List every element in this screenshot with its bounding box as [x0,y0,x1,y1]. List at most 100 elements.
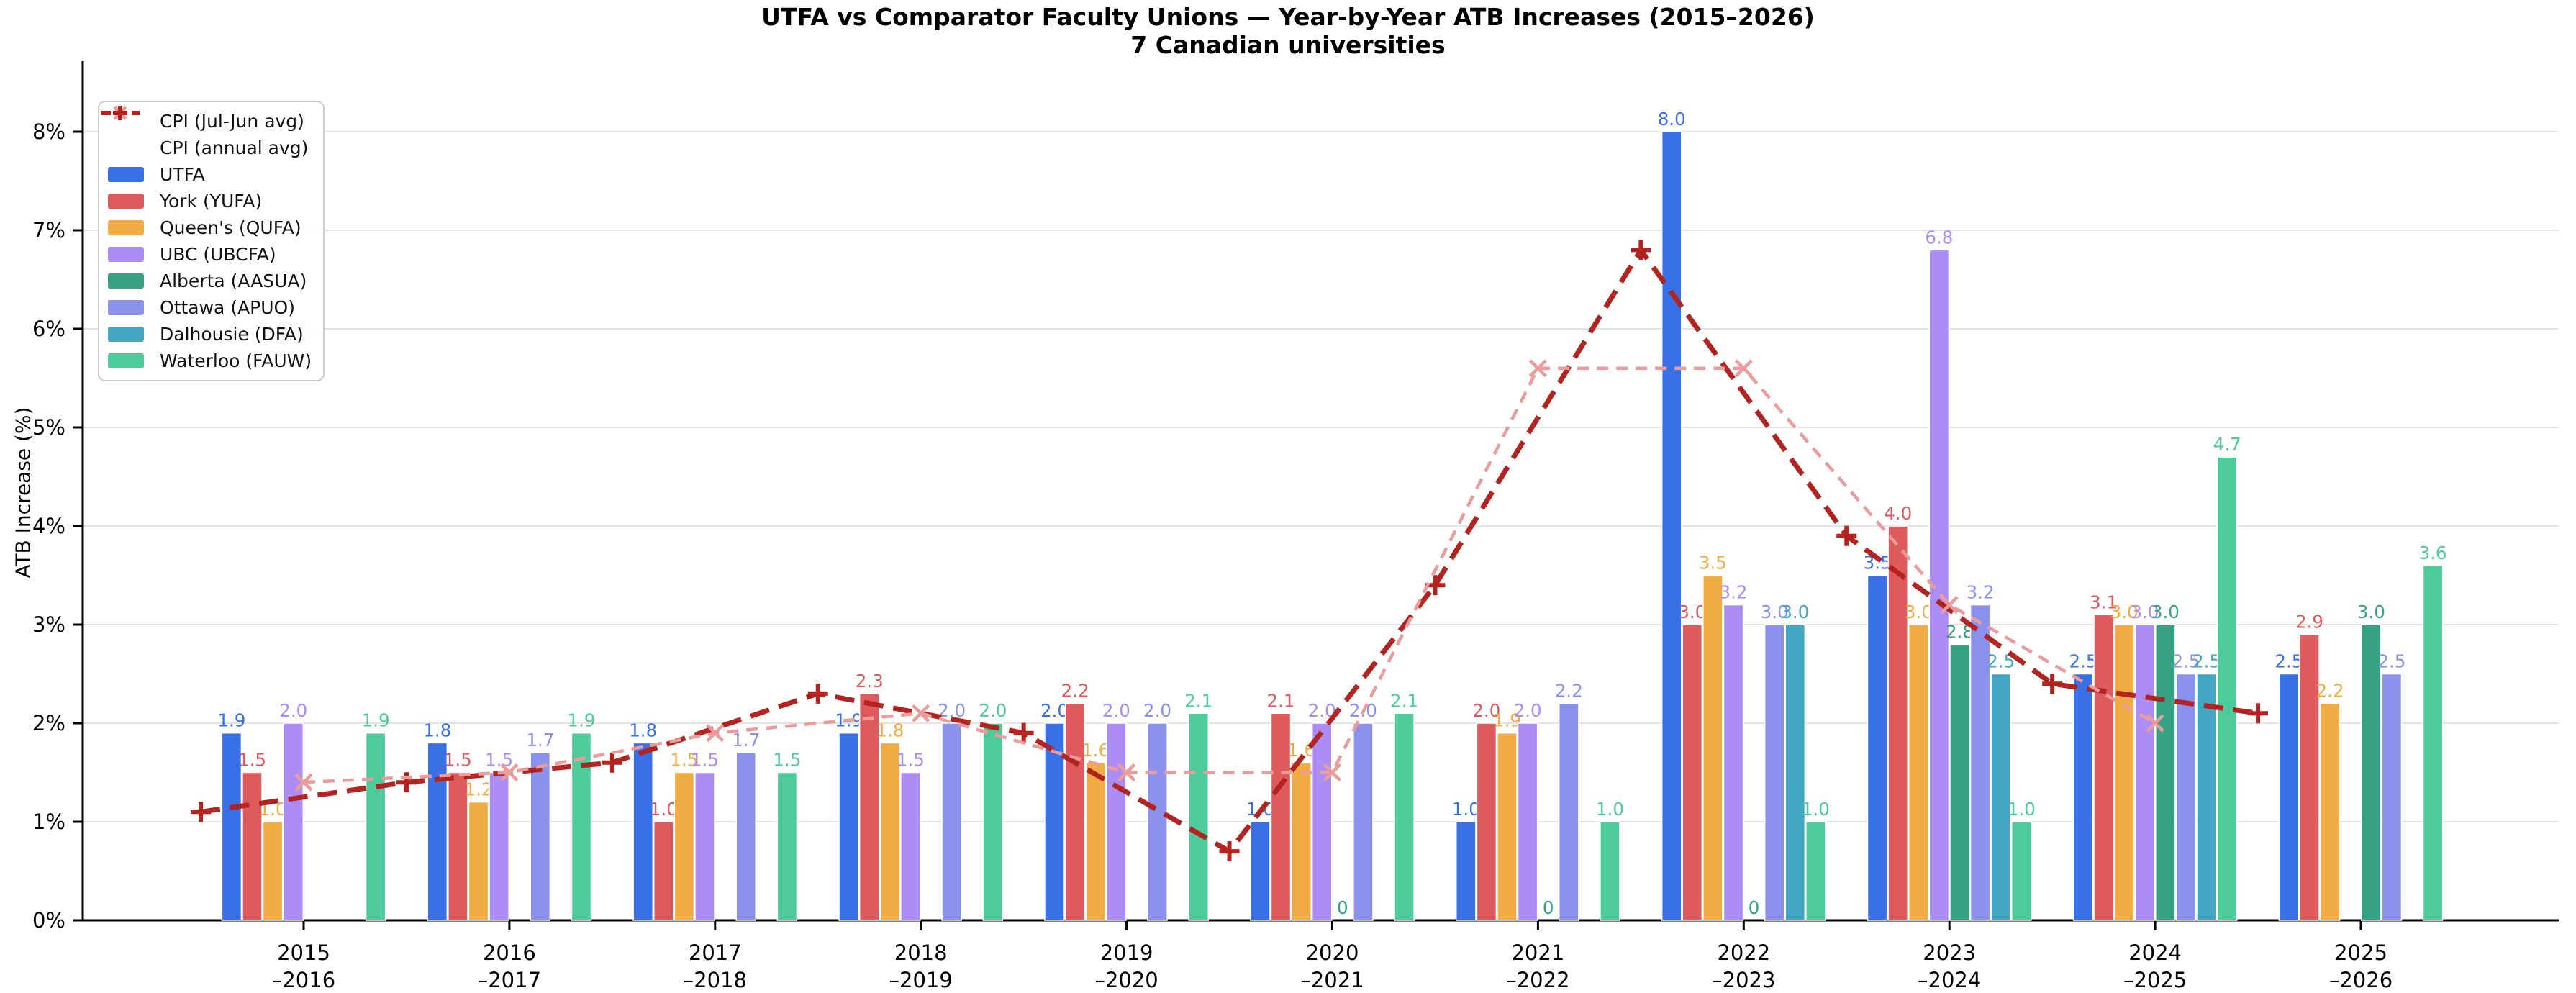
bar-value-label: 3.0 [1678,602,1706,622]
bar-value-label: 3.6 [2419,543,2447,563]
x-tick-label: –2021 [1300,968,1364,992]
bar-value-label: 1.8 [423,720,451,740]
bar-value-label: 3.0 [1781,602,1809,622]
bar-Alberta (AASUA) [1949,643,1970,921]
legend-item-label: Ottawa (APUO) [160,297,295,318]
bar-value-label: 1.5 [773,750,801,771]
bar-value-label: 1.9 [217,710,245,731]
legend-item: UTFA [108,161,312,188]
bar-value-label: 2.1 [1184,690,1212,711]
bar-Dalhousie (DFA) [2196,673,2217,921]
bar-Waterloo (FAUW) [1188,712,1210,921]
legend-item: Waterloo (FAUW) [108,348,312,374]
bar-UBC (UBCFA) [1928,249,1950,921]
legend-color-swatch-icon [108,244,150,266]
bar-Ottawa (APUO) [1353,722,1374,921]
x-tick-label: 2019 [1100,940,1153,965]
x-marker-icon [1528,359,1547,378]
bar-UBC (UBCFA) [1723,604,1744,921]
bar-UBC (UBCFA) [1517,722,1538,921]
bar-UTFA [1456,821,1477,921]
bar-value-label: 1.0 [2008,799,2036,820]
bar-Ottawa (APUO) [1559,702,1579,921]
bar-value-label: 2.0 [979,700,1007,721]
x-tick-label: 2025 [2334,940,2387,965]
bar-UTFA [2278,673,2300,921]
legend-item: Ottawa (APUO) [108,294,312,321]
legend-color-swatch-icon [108,324,150,345]
bar-value-label: 1.5 [897,750,925,771]
bar-value-label: 1.7 [526,730,554,751]
bar-value-label: 1.5 [444,750,472,771]
x-tick-label: –2022 [1506,968,1569,992]
bar-UBC (UBCFA) [900,771,921,921]
bar-Queen's (QUFA) [2113,624,2135,921]
legend-item: Alberta (AASUA) [108,268,312,294]
bar-value-label: 3.0 [2151,602,2180,622]
bar-value-label: 1.7 [732,730,760,751]
legend-item: Dalhousie (DFA) [108,321,312,348]
legend-color-swatch-icon [108,297,150,319]
legend: CPI (Jul-Jun avg) CPI (annual avg) UTFA Yor… [98,101,325,381]
x-tick-label: –2019 [889,968,953,992]
bar-value-label: 1.5 [238,750,266,771]
bar-Waterloo (FAUW) [776,771,798,921]
bar-value-label: 0 [1749,897,1760,918]
x-tick-label: –2026 [2329,968,2393,992]
bar-value-label: 1.8 [629,720,657,740]
x-marker-icon [706,724,725,743]
bar-value-label: 3.0 [1905,602,1933,622]
bar-UBC (UBCFA) [283,722,304,921]
bar-UTFA [427,742,448,921]
x-tick-label: 2021 [1511,940,1564,965]
bar-York (YUFA) [1270,712,1292,921]
bar-York (YUFA) [653,821,674,921]
x-tick-label: 2017 [689,940,742,965]
cpi-line [303,366,2157,784]
bar-York (YUFA) [2299,633,2320,921]
bar-value-label: 3.2 [1720,582,1748,603]
x-marker-icon [1940,596,1959,615]
legend-color-swatch-icon [108,217,150,239]
y-tick-label: 3% [32,612,65,637]
legend-color-swatch-icon [108,350,150,372]
x-marker-icon [1323,763,1342,782]
x-tick-label: 2024 [2128,940,2182,965]
legend-item: York (YUFA) [108,188,312,214]
bar-York (YUFA) [2093,614,2114,921]
bar-York (YUFA) [242,771,263,921]
bar-value-label: 1.5 [670,750,698,771]
bar-Dalhousie (DFA) [1784,624,1806,921]
bar-York (YUFA) [448,771,468,921]
bar-Queen's (QUFA) [262,821,284,921]
y-tick-label: 4% [32,514,65,538]
legend-item-label: Alberta (AASUA) [160,271,307,291]
x-tick-label: –2016 [272,968,335,992]
bar-UBC (UBCFA) [694,771,715,921]
bar-Queen's (QUFA) [468,801,489,921]
bar-UBC (UBCFA) [489,771,509,921]
bar-UTFA [1250,821,1271,921]
bar-UTFA [1661,131,1682,921]
bar-value-label: 2.5 [2069,651,2097,672]
bar-UTFA [2072,673,2094,921]
bar-value-label: 2.0 [1143,700,1171,721]
bar-value-label: 1.0 [650,799,678,820]
bar-Ottawa (APUO) [735,752,757,921]
bar-value-label: 1.6 [1081,740,1110,761]
x-tick-label: –2018 [684,968,747,992]
bar-York (YUFA) [1064,702,1086,921]
bar-Waterloo (FAUW) [1394,712,1415,921]
bar-Ottawa (APUO) [941,722,962,921]
legend-item-label: Waterloo (FAUW) [160,350,312,371]
bar-value-label: 2.2 [1555,681,1583,702]
bar-value-label: 1.0 [1596,799,1624,820]
bar-value-label: 2.3 [856,671,884,692]
x-tick-label: 2022 [1717,940,1770,965]
bar-value-label: 2.1 [1267,690,1295,711]
x-tick-label: 2020 [1306,940,1359,965]
bar-value-label: 2.0 [279,700,307,721]
x-marker-icon [912,704,930,722]
x-tick-label: 2023 [1923,940,1976,965]
